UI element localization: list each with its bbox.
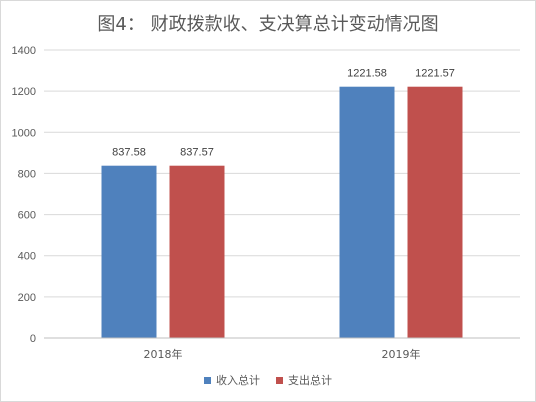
bar-收入总计-2019年 xyxy=(339,86,395,338)
y-tick-label-400: 400 xyxy=(18,251,36,263)
legend-swatch-income xyxy=(204,376,211,384)
y-tick-label-1400: 1400 xyxy=(12,45,36,57)
bar-收入总计-2018年 xyxy=(101,165,157,338)
y-tick-label-0: 0 xyxy=(30,333,36,345)
y-tick-label-1000: 1000 xyxy=(12,127,36,139)
data-label-收入总计-2019年: 1221.58 xyxy=(347,68,387,80)
x-tick-label-2019年: 2019年 xyxy=(382,347,421,361)
y-tick-label-600: 600 xyxy=(18,210,36,222)
legend-label-expense: 支出总计 xyxy=(288,374,332,387)
y-tick-label-200: 200 xyxy=(18,292,36,304)
legend: 收入总计 支出总计 xyxy=(0,372,536,388)
data-label-收入总计-2018年: 837.58 xyxy=(112,147,146,159)
legend-label-income: 收入总计 xyxy=(216,374,260,387)
y-tick-label-1200: 1200 xyxy=(12,86,36,98)
data-label-支出总计-2019年: 1221.57 xyxy=(415,68,455,80)
legend-item-income: 收入总计 xyxy=(204,372,260,388)
y-tick-label-800: 800 xyxy=(18,168,36,180)
x-axis: 2018年 2019年 xyxy=(44,337,520,361)
bar-支出总计-2019年 xyxy=(407,86,463,338)
data-labels: 837.58 837.57 1221.58 1221.57 xyxy=(112,68,455,159)
bars xyxy=(101,86,463,338)
y-axis-ticks: 0 200 400 600 800 1000 1200 1400 xyxy=(12,45,36,345)
legend-item-expense: 支出总计 xyxy=(276,372,332,388)
bar-支出总计-2018年 xyxy=(169,165,225,338)
legend-swatch-expense xyxy=(276,376,283,384)
x-tick-label-2018年: 2018年 xyxy=(144,347,183,361)
chart-title: 图4： 财政拨款收、支决算总计变动情况图 xyxy=(97,14,439,35)
data-label-支出总计-2018年: 837.57 xyxy=(180,147,214,159)
